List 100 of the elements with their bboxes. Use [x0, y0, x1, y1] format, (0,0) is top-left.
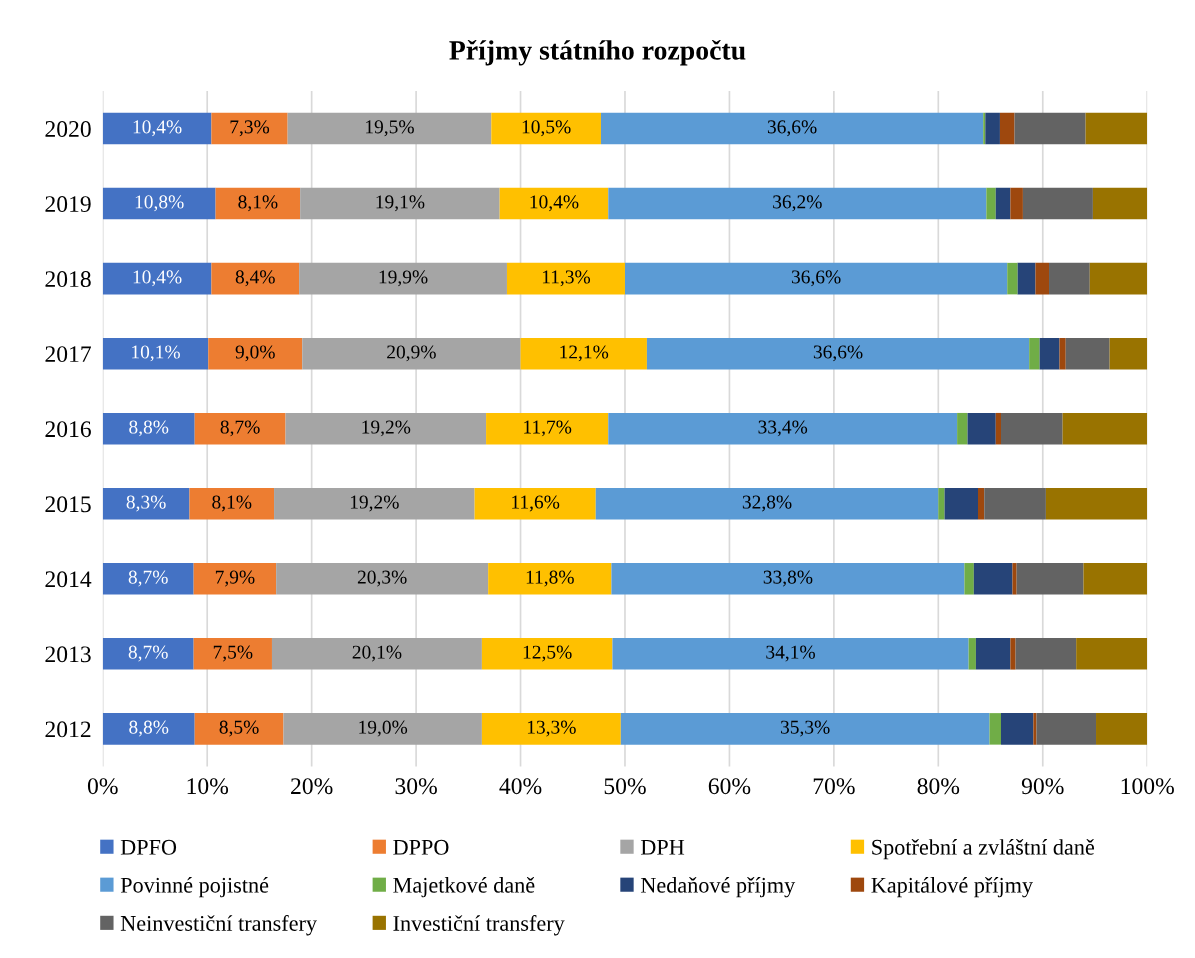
x-tick-label: 60% [708, 778, 751, 795]
bar [1039, 337, 1060, 370]
data-label: 8,8% [129, 720, 169, 737]
data-label: 7,3% [230, 120, 270, 137]
data-label: 8,5% [219, 720, 259, 737]
bar [968, 638, 976, 670]
bar [285, 412, 487, 445]
bar [102, 638, 194, 670]
bar [600, 112, 984, 145]
bar [1076, 638, 1148, 670]
bar [978, 487, 985, 520]
bar [276, 563, 489, 595]
bar [193, 563, 277, 595]
data-label: 36,6% [791, 270, 841, 287]
data-label: 10,4% [133, 120, 182, 137]
bar [1017, 262, 1036, 295]
bar [1083, 563, 1148, 595]
y-tick-label: 2020 [45, 121, 91, 137]
x-tick-label: 20% [291, 778, 333, 795]
bar [995, 412, 1001, 445]
data-label: 36,6% [813, 345, 863, 362]
bar [194, 412, 286, 445]
bar [975, 638, 1011, 670]
bar [984, 487, 1046, 520]
data-label: 8,1% [238, 195, 278, 212]
data-label: 19,1% [376, 195, 425, 212]
data-label: 9,0% [235, 345, 275, 362]
x-tick-label: 90% [1021, 778, 1064, 795]
bar [1000, 412, 1063, 445]
legend-label: DPH [640, 840, 685, 855]
y-tick-label: 2014 [45, 571, 92, 588]
bar [211, 262, 300, 295]
bar [488, 563, 612, 595]
bar [1033, 713, 1037, 745]
y-tick-label: 2018 [45, 271, 91, 288]
data-label: 19,5% [366, 120, 414, 137]
chart-title: Příjmy státního rozpočtu [449, 39, 746, 66]
bar [271, 638, 482, 670]
bar [1035, 262, 1050, 295]
bar [302, 337, 521, 370]
bar [1014, 112, 1086, 145]
data-label: 12,1% [560, 345, 609, 362]
data-label: 7,9% [215, 570, 255, 587]
data-label: 36,2% [773, 195, 822, 212]
bar [1029, 337, 1040, 370]
bar [1010, 187, 1023, 220]
bar [1085, 112, 1148, 145]
x-tick-label: 50% [604, 778, 646, 795]
bar [986, 187, 996, 220]
bar [102, 187, 216, 220]
bar [506, 262, 625, 295]
bar [1015, 638, 1077, 670]
bar [283, 713, 482, 745]
data-label: 8,7% [128, 645, 168, 662]
bar [1022, 187, 1093, 220]
bar [995, 187, 1011, 220]
bar [194, 713, 284, 745]
data-label: 12,5% [523, 645, 572, 662]
x-tick-label: 70% [813, 778, 855, 795]
data-label: 8,7% [220, 420, 260, 437]
bar [102, 412, 195, 445]
data-label: 13,3% [527, 720, 576, 737]
data-label: 8,3% [126, 495, 166, 512]
bar [481, 713, 621, 745]
bar [938, 487, 945, 520]
bar [102, 337, 209, 370]
bar [211, 112, 288, 145]
bar [102, 112, 212, 145]
data-label: 8,4% [235, 270, 275, 287]
data-label: 10,4% [530, 195, 579, 212]
data-label: 36,6% [767, 120, 817, 137]
bar [208, 337, 303, 370]
data-label: 10,8% [135, 195, 184, 212]
bar [1045, 487, 1148, 520]
bar [520, 337, 647, 370]
bar [486, 412, 609, 445]
legend-label: Spotřební a zvláštní daně [872, 839, 1095, 860]
bar [608, 187, 987, 220]
bar [624, 262, 1008, 295]
data-label: 11,7% [524, 420, 572, 437]
bar [1059, 337, 1066, 370]
data-label: 10,1% [132, 345, 180, 362]
bar [287, 112, 492, 145]
x-tick-label: 0% [87, 778, 118, 795]
y-tick-label: 2017 [45, 346, 91, 363]
x-tick-label: 40% [499, 778, 542, 795]
bar [1062, 412, 1148, 445]
legend-label: Povinné pojistné [120, 877, 269, 898]
data-label: 10,4% [133, 270, 182, 287]
bar [299, 262, 507, 295]
data-label: 11,3% [542, 270, 591, 287]
y-tick-label: 2012 [45, 721, 91, 738]
bar [944, 487, 978, 520]
bar [491, 112, 601, 145]
legend-label: Majetkové daně [393, 877, 535, 898]
legend-label: Kapitálové příjmy [871, 877, 1033, 898]
bar [102, 262, 212, 295]
bar [274, 487, 475, 520]
y-tick-label: 2016 [45, 421, 91, 438]
bar [1089, 262, 1148, 295]
